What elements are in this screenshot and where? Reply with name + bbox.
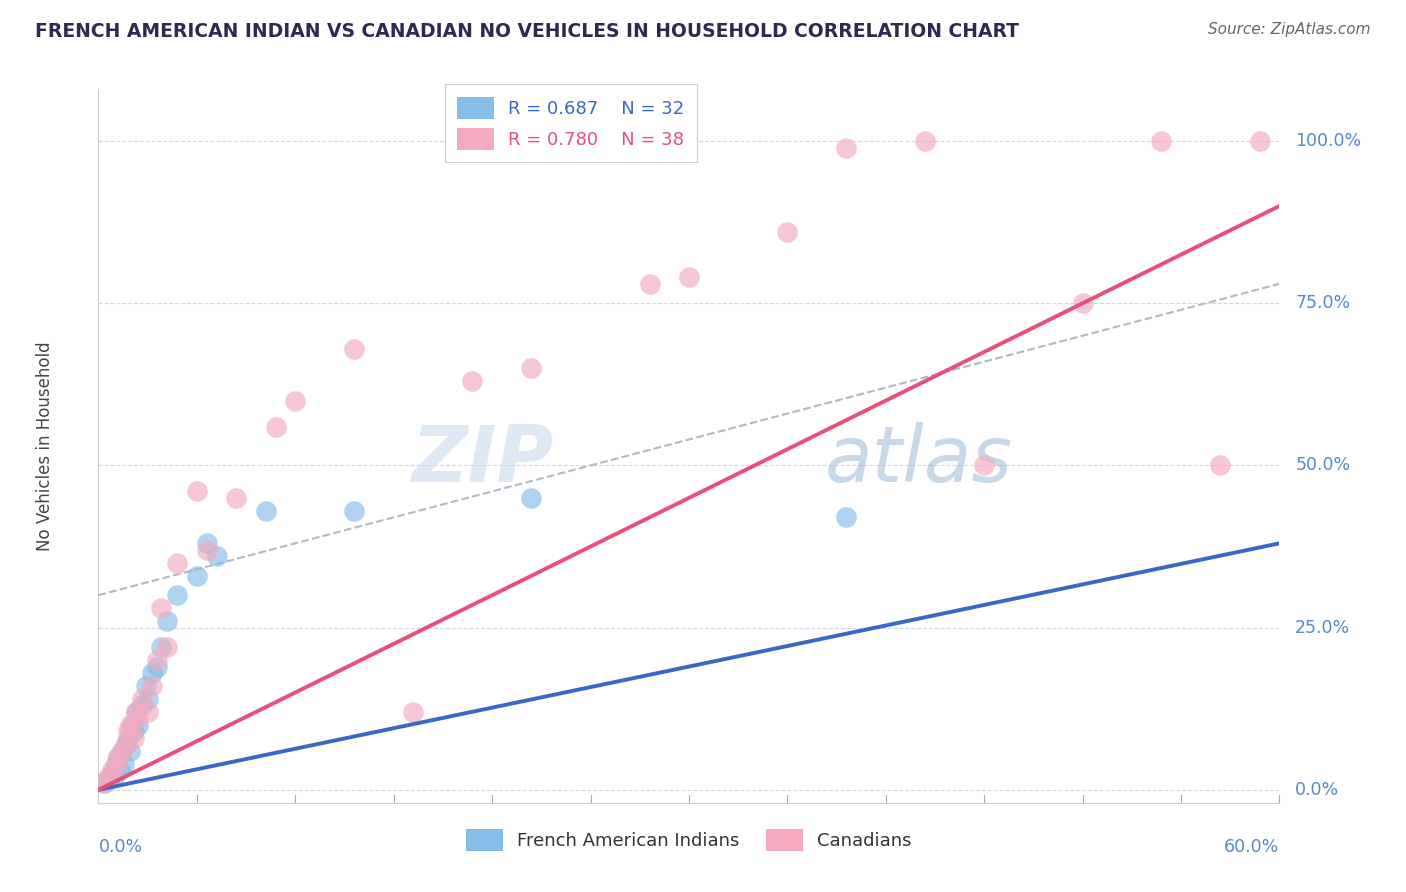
Text: No Vehicles in Household: No Vehicles in Household: [37, 341, 55, 551]
Text: Source: ZipAtlas.com: Source: ZipAtlas.com: [1208, 22, 1371, 37]
Point: [195, 536, 218, 550]
Point: [343, 342, 366, 356]
Point: [111, 744, 134, 758]
Point: [93, 776, 115, 790]
Point: [136, 692, 159, 706]
Point: [131, 698, 153, 713]
Point: [1209, 458, 1232, 473]
Point: [914, 134, 936, 148]
Point: [225, 491, 247, 505]
Point: [156, 614, 179, 628]
Point: [93, 776, 115, 790]
Point: [121, 718, 143, 732]
Point: [117, 724, 139, 739]
Point: [146, 659, 169, 673]
Point: [101, 764, 124, 778]
Point: [678, 270, 700, 285]
Point: [461, 374, 484, 388]
Text: ZIP: ZIP: [411, 422, 553, 499]
Point: [136, 705, 159, 719]
Point: [118, 744, 141, 758]
Point: [127, 711, 149, 725]
Legend: French American Indians, Canadians: French American Indians, Canadians: [456, 818, 922, 862]
Point: [122, 724, 145, 739]
Text: 25.0%: 25.0%: [1295, 619, 1350, 637]
Text: 75.0%: 75.0%: [1295, 294, 1350, 312]
Point: [141, 679, 163, 693]
Point: [254, 504, 277, 518]
Point: [105, 756, 128, 771]
Point: [101, 766, 124, 780]
Point: [131, 692, 153, 706]
Point: [1249, 134, 1271, 148]
Point: [150, 601, 173, 615]
Point: [97, 773, 120, 788]
Point: [150, 640, 173, 654]
Point: [835, 510, 858, 524]
Point: [284, 393, 307, 408]
Point: [108, 764, 131, 778]
Point: [166, 556, 188, 570]
Point: [156, 640, 179, 654]
Point: [111, 744, 134, 758]
Point: [1150, 134, 1173, 148]
Point: [166, 588, 188, 602]
Point: [135, 679, 157, 693]
Point: [264, 419, 287, 434]
Point: [125, 705, 148, 719]
Point: [117, 731, 139, 745]
Point: [107, 750, 129, 764]
Point: [343, 504, 366, 518]
Text: atlas: atlas: [825, 422, 1012, 499]
Point: [97, 770, 120, 784]
Point: [146, 653, 169, 667]
Point: [186, 568, 208, 582]
Point: [115, 738, 138, 752]
Point: [973, 458, 995, 473]
Point: [776, 225, 799, 239]
Text: 0.0%: 0.0%: [98, 838, 142, 856]
Point: [112, 756, 135, 771]
Point: [115, 738, 138, 752]
Text: 0.0%: 0.0%: [1295, 780, 1340, 799]
Point: [122, 731, 145, 745]
Point: [195, 542, 218, 557]
Text: 50.0%: 50.0%: [1295, 457, 1350, 475]
Point: [127, 718, 149, 732]
Point: [1071, 296, 1094, 310]
Point: [402, 705, 425, 719]
Point: [186, 484, 208, 499]
Text: 100.0%: 100.0%: [1295, 132, 1361, 150]
Point: [98, 770, 121, 784]
Point: [103, 770, 125, 784]
Point: [141, 666, 163, 681]
Text: 60.0%: 60.0%: [1225, 838, 1279, 856]
Point: [118, 718, 141, 732]
Point: [205, 549, 228, 564]
Point: [125, 705, 148, 719]
Text: FRENCH AMERICAN INDIAN VS CANADIAN NO VEHICLES IN HOUSEHOLD CORRELATION CHART: FRENCH AMERICAN INDIAN VS CANADIAN NO VE…: [35, 22, 1019, 41]
Point: [107, 750, 129, 764]
Point: [520, 491, 543, 505]
Point: [105, 756, 128, 771]
Point: [638, 277, 661, 291]
Point: [835, 140, 858, 154]
Point: [520, 361, 543, 376]
